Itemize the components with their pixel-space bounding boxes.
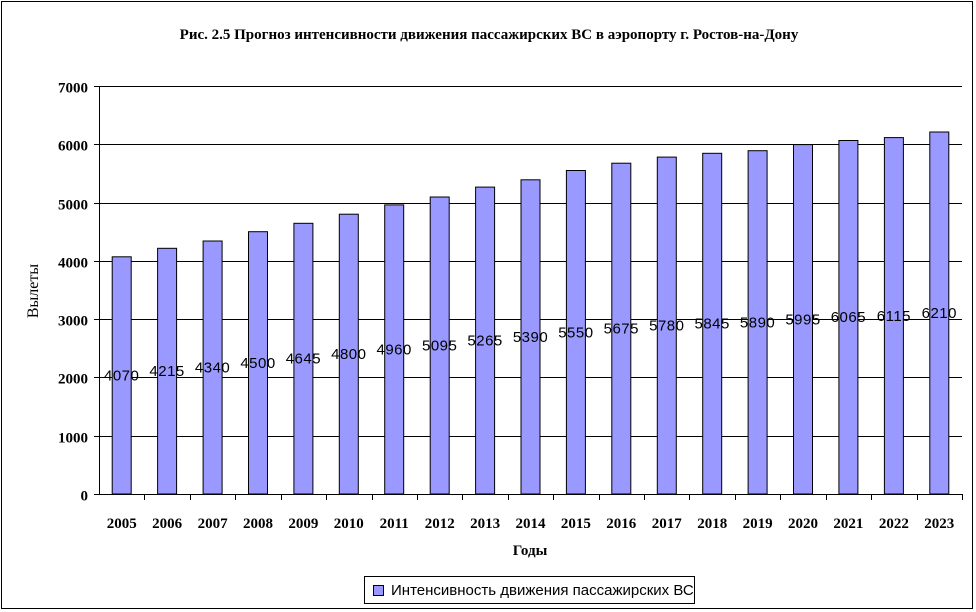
x-tick-label: 2010 bbox=[334, 516, 364, 532]
chart-title: Рис. 2.5 Прогноз интенсивности движения … bbox=[180, 27, 799, 43]
legend: Интенсивность движения пассажирских ВС bbox=[364, 576, 695, 604]
data-label: 5890 bbox=[740, 314, 775, 331]
data-label: 5675 bbox=[604, 321, 639, 338]
data-label: 6115 bbox=[877, 308, 911, 325]
x-tick-label: 2015 bbox=[561, 516, 591, 532]
y-tick-label: 4000 bbox=[58, 256, 88, 272]
data-label: 4500 bbox=[240, 355, 275, 372]
data-label: 4070 bbox=[104, 367, 139, 384]
data-label: 5390 bbox=[513, 329, 548, 346]
x-tick-label: 2018 bbox=[697, 516, 727, 532]
data-label: 5095 bbox=[422, 338, 457, 355]
x-tick-labels: 2005 2006 2007 2008 2009 2010 2011 2012 2013 2014… bbox=[107, 516, 955, 532]
data-label: 4340 bbox=[195, 360, 230, 377]
x-tick-label: 2012 bbox=[425, 516, 455, 532]
x-tick-label: 2017 bbox=[652, 516, 683, 532]
y-tick-label: 7000 bbox=[58, 81, 88, 97]
data-labels: 4070 4215 4340 4500 4645 4800 4960 5095 5265 5390… bbox=[104, 305, 957, 384]
y-tick-labels: 0 1000 2000 3000 4000 5000 6000 7000 bbox=[58, 81, 88, 505]
data-label: 5780 bbox=[649, 318, 684, 335]
y-tick-label: 6000 bbox=[58, 139, 88, 155]
bars bbox=[111, 131, 950, 495]
data-label: 5845 bbox=[695, 316, 730, 333]
x-tick-label: 2008 bbox=[243, 516, 273, 532]
y-tick-label: 1000 bbox=[58, 431, 88, 447]
data-label: 5995 bbox=[785, 311, 820, 328]
x-tick-label: 2006 bbox=[152, 516, 183, 532]
data-label: 5550 bbox=[558, 324, 593, 341]
x-tick-label: 2023 bbox=[924, 516, 954, 532]
y-axis-label: Вылеты bbox=[25, 264, 42, 319]
data-label: 4215 bbox=[149, 363, 184, 380]
data-label: 4645 bbox=[286, 351, 321, 368]
x-axis-label: Годы bbox=[513, 543, 548, 559]
x-tick-label: 2005 bbox=[107, 516, 137, 532]
y-tick-label: 5000 bbox=[58, 198, 88, 214]
x-tick-label: 2020 bbox=[788, 516, 818, 532]
data-label: 6210 bbox=[922, 305, 957, 322]
x-tick-label: 2011 bbox=[380, 516, 409, 532]
x-tick-label: 2013 bbox=[470, 516, 500, 532]
y-tick-label: 0 bbox=[81, 489, 89, 505]
x-tick-label: 2022 bbox=[879, 516, 909, 532]
data-label: 6065 bbox=[831, 309, 866, 326]
legend-label: Интенсивность движения пассажирских ВС bbox=[391, 581, 694, 599]
x-tick-label: 2009 bbox=[288, 516, 318, 532]
y-tick-label: 3000 bbox=[58, 314, 88, 330]
legend-swatch bbox=[373, 584, 384, 596]
data-label: 5265 bbox=[467, 333, 502, 350]
x-tick-label: 2007 bbox=[198, 516, 229, 532]
x-tick-label: 2016 bbox=[606, 516, 637, 532]
x-tick-label: 2019 bbox=[743, 516, 773, 532]
data-label: 4960 bbox=[377, 342, 412, 359]
x-tick-label: 2014 bbox=[516, 516, 547, 532]
y-tick-label: 2000 bbox=[58, 372, 88, 388]
axes bbox=[94, 86, 963, 500]
x-tick-label: 2021 bbox=[833, 516, 863, 532]
data-label: 4800 bbox=[331, 346, 366, 363]
